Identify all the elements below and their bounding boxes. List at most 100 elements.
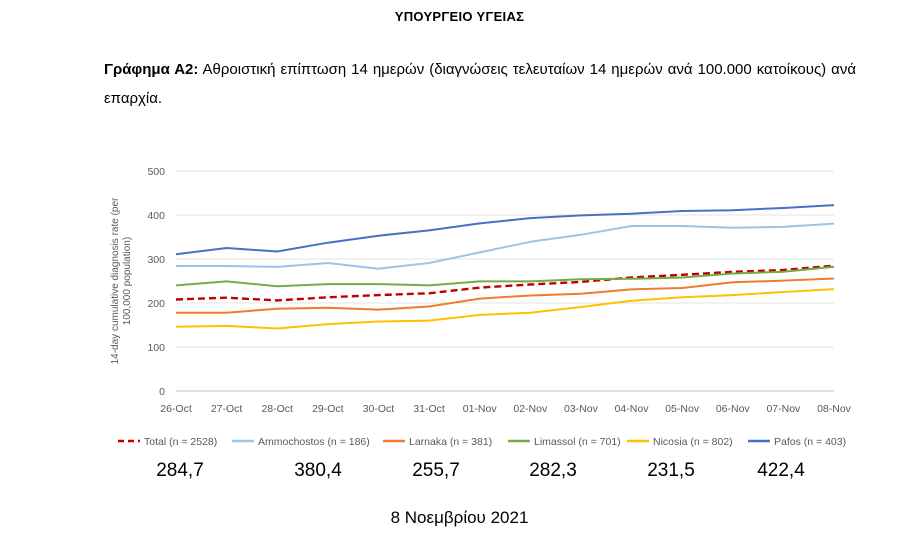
legend-label: Pafos (n = 403) <box>774 436 846 448</box>
data-point <box>276 327 278 329</box>
figure-label: Γράφημα Α2: <box>104 61 199 78</box>
data-point <box>681 296 683 298</box>
series-line <box>176 222 835 270</box>
data-point <box>580 278 582 280</box>
data-point <box>175 253 177 255</box>
data-point <box>428 284 430 286</box>
data-point <box>681 225 683 227</box>
data-point <box>478 314 480 316</box>
x-tick-label: 02-Nov <box>513 403 548 415</box>
latest-value-larnaka: 255,7 <box>412 460 460 481</box>
x-tick-label: 27-Oct <box>211 403 243 415</box>
data-point <box>377 234 379 236</box>
data-point <box>681 210 683 212</box>
data-point <box>732 294 734 296</box>
data-point <box>782 226 784 228</box>
y-tick-label: 400 <box>147 210 165 222</box>
data-point <box>327 307 329 309</box>
report-date: 8 Νοεμβρίου 2021 <box>390 508 529 527</box>
legend-label: Ammochostos (n = 186) <box>258 436 370 448</box>
data-point <box>782 207 784 209</box>
data-point <box>428 292 430 294</box>
data-point <box>327 283 329 285</box>
data-point <box>175 265 177 267</box>
data-point <box>225 297 227 299</box>
data-point <box>478 286 480 288</box>
series-line <box>176 277 835 314</box>
data-point <box>478 251 480 253</box>
data-point <box>630 212 632 214</box>
data-point <box>225 265 227 267</box>
data-point <box>580 234 582 236</box>
data-point <box>833 288 835 290</box>
data-point <box>175 326 177 328</box>
ministry-header: ΥΠΟΥΡΓΕΙΟ ΥΓΕΙΑΣ <box>394 9 525 24</box>
data-point <box>276 266 278 268</box>
data-point <box>225 325 227 327</box>
x-tick-label: 05-Nov <box>665 403 700 415</box>
data-point <box>327 323 329 325</box>
series-line <box>175 204 835 256</box>
data-point <box>529 241 531 243</box>
data-point <box>478 280 480 282</box>
data-point <box>732 209 734 211</box>
legend-label: Total (n = 2528) <box>144 436 217 448</box>
data-point <box>732 272 734 274</box>
data-point <box>833 222 835 224</box>
series-line <box>175 265 835 288</box>
x-tick-label: 01-Nov <box>463 403 498 415</box>
data-point <box>478 222 480 224</box>
data-point <box>225 280 227 282</box>
data-point <box>225 247 227 249</box>
legend-label: Limassol (n = 701) <box>534 436 621 448</box>
data-point <box>276 285 278 287</box>
data-point <box>630 300 632 302</box>
data-point <box>732 227 734 229</box>
data-point <box>478 297 480 299</box>
data-point <box>175 284 177 286</box>
data-point <box>782 271 784 273</box>
data-point <box>681 274 683 276</box>
data-point <box>529 294 531 296</box>
latest-values-row: 284,7 380,4 255,7 282,3 231,5 422,4 <box>0 460 919 486</box>
y-axis-title: 14-day cumulative diagnosis rate (per <box>110 197 121 364</box>
data-point <box>833 277 835 279</box>
x-tick-label: 31-Oct <box>413 403 445 415</box>
data-point <box>175 298 177 300</box>
data-point <box>175 311 177 313</box>
latest-value-nicosia: 231,5 <box>647 460 695 481</box>
line-chart: 0 100 200 300 400 500 26-Oct 27-Oct 28-Oct 29-Oct… <box>110 166 852 448</box>
data-point <box>377 294 379 296</box>
data-point <box>529 280 531 282</box>
data-point <box>377 267 379 269</box>
data-point <box>225 311 227 313</box>
data-point <box>276 308 278 310</box>
x-tick-label: 07-Nov <box>766 403 801 415</box>
x-tick-label: 04-Nov <box>615 403 650 415</box>
data-point <box>529 311 531 313</box>
x-tick-label: 30-Oct <box>363 403 395 415</box>
data-point <box>630 288 632 290</box>
data-point <box>580 293 582 295</box>
figure-caption: Γράφημα Α2: Αθροιστική επίπτωση 14 ημερώ… <box>104 55 856 113</box>
data-point <box>377 283 379 285</box>
y-tick-label: 0 <box>159 386 165 398</box>
data-point <box>377 320 379 322</box>
y-tick-label: 500 <box>147 166 165 178</box>
data-point <box>276 250 278 252</box>
data-point <box>580 214 582 216</box>
data-point <box>833 204 835 206</box>
latest-value-total: 284,7 <box>156 460 204 481</box>
x-tick-label: 28-Oct <box>261 403 293 415</box>
x-tick-label: 08-Nov <box>817 403 852 415</box>
data-point <box>428 262 430 264</box>
data-point <box>681 276 683 278</box>
latest-value-pafos: 422,4 <box>757 460 805 481</box>
data-point <box>580 306 582 308</box>
data-point <box>529 283 531 285</box>
x-tick-label: 06-Nov <box>716 403 751 415</box>
data-point <box>276 299 278 301</box>
data-point <box>580 281 582 283</box>
y-axis-title: 100,000 population) <box>122 237 133 325</box>
series-line <box>175 288 835 330</box>
